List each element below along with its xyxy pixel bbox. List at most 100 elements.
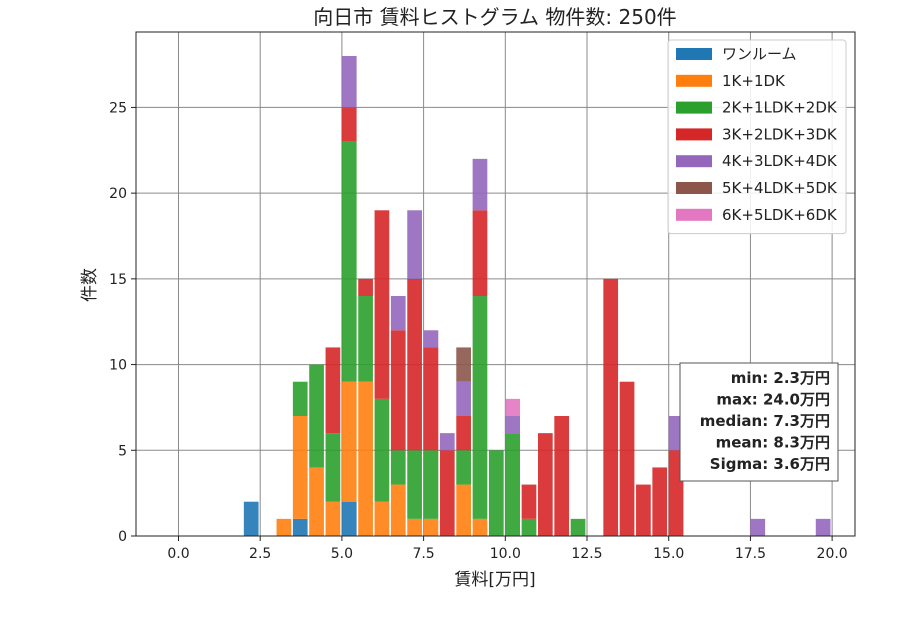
bar-segment xyxy=(472,158,488,211)
legend-label: ワンルーム xyxy=(722,45,797,63)
legend-swatch xyxy=(676,74,712,87)
bar-segment xyxy=(390,330,406,451)
y-axis-label: 件数 xyxy=(80,268,100,302)
bar-segment xyxy=(456,347,471,382)
bar-segment xyxy=(292,518,308,536)
bar-segment xyxy=(521,518,537,536)
bar-segment xyxy=(456,450,471,485)
y-tick-label: 25 xyxy=(109,100,127,116)
bar-segment xyxy=(358,278,373,296)
stats-line: median: 7.3万円 xyxy=(700,412,830,430)
bar-segment xyxy=(423,347,439,451)
stats-box: min: 2.3万円 max: 24.0万円 median: 7.3万円 mean: … xyxy=(679,362,839,482)
bar-segment xyxy=(358,381,373,536)
stats-line: Sigma: 3.6万円 xyxy=(710,455,830,473)
bar-segment xyxy=(815,518,831,536)
y-tick-label: 0 xyxy=(118,529,127,545)
bar-segment xyxy=(505,416,521,434)
y-axis-ticks: 0 5 10 15 20 25 xyxy=(109,100,136,545)
chart-title: 向日市 賃料ヒストグラム 物件数: 250件 xyxy=(313,5,676,29)
bar-segment xyxy=(407,210,422,279)
legend-label: 3K+2LDK+3DK xyxy=(722,125,838,143)
y-tick-label: 5 xyxy=(118,443,127,459)
bar-segment xyxy=(521,484,537,519)
x-tick-label: 15.0 xyxy=(653,546,684,562)
bar-segment xyxy=(374,398,390,502)
bar-segment xyxy=(505,398,521,416)
bar-segment xyxy=(341,141,357,382)
bar-segment xyxy=(636,484,651,536)
bar-segment xyxy=(309,364,324,468)
legend-label: 1K+1DK xyxy=(722,72,786,90)
x-axis-label: 賃料[万円] xyxy=(454,570,535,590)
bar-segment xyxy=(341,107,357,142)
legend-label: 2K+1LDK+2DK xyxy=(722,99,838,117)
x-axis-ticks: 0.0 2.5 5.0 7.5 10.0 12.5 15.0 17.5 20.0 xyxy=(167,536,848,562)
legend-label: 6K+5LDK+6DK xyxy=(722,206,838,224)
stats-line: max: 24.0万円 xyxy=(716,391,830,409)
x-tick-label: 12.5 xyxy=(571,546,602,562)
bars-group xyxy=(243,56,831,536)
bar-segment xyxy=(456,416,471,451)
bar-segment xyxy=(341,501,357,536)
bar-segment xyxy=(456,381,471,416)
y-tick-label: 20 xyxy=(109,186,127,202)
bar-segment xyxy=(341,56,357,108)
bar-segment xyxy=(407,278,422,451)
bar-segment xyxy=(243,501,259,536)
x-tick-label: 7.5 xyxy=(412,546,434,562)
bar-segment xyxy=(309,467,324,536)
bar-segment xyxy=(423,450,439,519)
legend-swatch xyxy=(676,208,712,221)
bar-segment xyxy=(472,210,488,296)
bar-segment xyxy=(292,416,308,519)
legend-swatch xyxy=(676,128,712,141)
bar-segment xyxy=(423,330,439,348)
bar-segment xyxy=(472,518,488,536)
legend-swatch xyxy=(676,48,712,60)
bar-segment xyxy=(750,518,766,536)
bar-segment xyxy=(439,433,455,451)
bar-segment xyxy=(472,296,488,519)
bar-segment xyxy=(390,450,406,485)
plot-frame xyxy=(135,31,856,537)
x-tick-label: 2.5 xyxy=(249,546,271,562)
bar-segment xyxy=(537,433,553,536)
stats-box-frame xyxy=(679,362,839,482)
bar-segment xyxy=(276,518,292,536)
bar-segment xyxy=(341,381,357,502)
bar-segment xyxy=(554,416,570,536)
x-tick-label: 10.0 xyxy=(490,546,521,562)
bar-segment xyxy=(325,347,341,434)
x-tick-label: 20.0 xyxy=(817,546,848,562)
bar-segment xyxy=(619,381,635,536)
x-tick-label: 5.0 xyxy=(331,546,353,562)
bar-segment xyxy=(423,518,439,536)
bar-segment xyxy=(292,381,308,416)
bar-segment xyxy=(358,296,373,382)
bar-segment xyxy=(407,518,422,536)
legend-swatch xyxy=(676,182,712,194)
bar-segment xyxy=(439,450,455,536)
bar-segment xyxy=(570,518,586,536)
bar-segment xyxy=(603,278,619,536)
legend-box xyxy=(667,39,847,235)
legend-swatch xyxy=(676,101,712,114)
stats-line: mean: 8.3万円 xyxy=(716,434,830,452)
x-tick-label: 17.5 xyxy=(735,546,766,562)
bar-segment xyxy=(390,296,406,331)
stats-line: min: 2.3万円 xyxy=(731,369,830,387)
bar-segment xyxy=(325,501,341,536)
bar-segment xyxy=(652,467,668,536)
bar-segment xyxy=(374,501,390,536)
y-tick-label: 15 xyxy=(109,272,127,288)
bar-segment xyxy=(374,210,390,399)
legend-swatch xyxy=(676,155,712,168)
bar-segment xyxy=(456,484,471,536)
legend: ワンルーム 1K+1DK 2K+1LDK+2DK 3K+2LDK+3DK 4K+3LDK… xyxy=(667,39,847,235)
y-tick-label: 10 xyxy=(109,358,127,374)
bar-segment xyxy=(488,450,504,536)
x-tick-label: 0.0 xyxy=(167,546,189,562)
bar-segment xyxy=(325,433,341,502)
